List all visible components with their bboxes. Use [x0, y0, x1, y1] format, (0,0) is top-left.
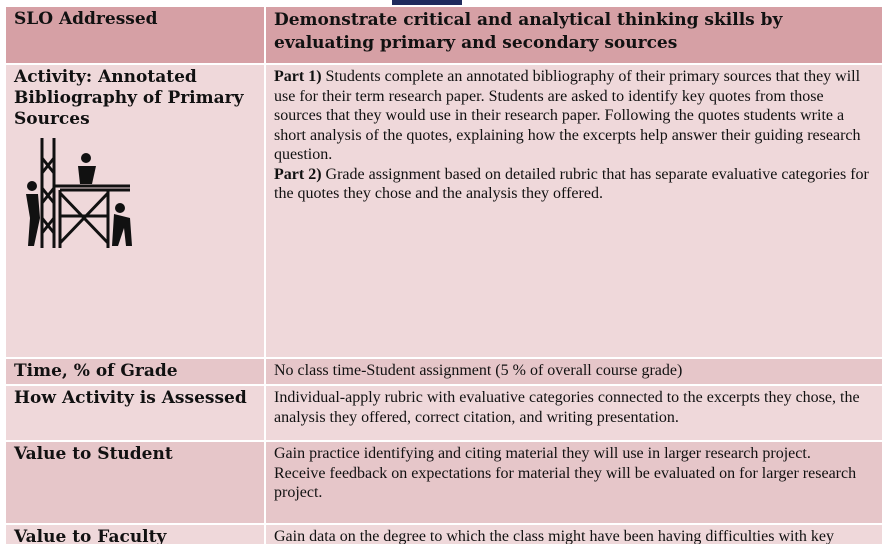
- construction-icon: [26, 138, 132, 248]
- row-content: Gain practice identifying and citing mat…: [264, 440, 884, 525]
- row: Time, % of Grade No class time-Student a…: [4, 357, 884, 386]
- row-content: No class time-Student assignment (5 % of…: [264, 357, 884, 386]
- row-label: Time, % of Grade: [4, 357, 266, 386]
- part-lead: Part 2): [274, 165, 322, 183]
- row: How Activity is Assessed Individual-appl…: [4, 384, 884, 442]
- paragraph: Part 2) Grade assignment based on detail…: [274, 165, 874, 204]
- row: Activity: Annotated Bibliography of Prim…: [4, 63, 884, 359]
- paragraph: Gain data on the degree to which the cla…: [274, 528, 834, 544]
- paragraph: Part 1) Students complete an annotated b…: [274, 67, 874, 165]
- row-label: Value to Student: [4, 440, 266, 525]
- activity-table: SLO Addressed Demonstrate critical and a…: [4, 5, 884, 544]
- paragraph: Individual-apply rubric with evaluative …: [274, 389, 860, 426]
- row-label: Value to Faculty: [4, 523, 266, 544]
- row: Value to Faculty Gain data on the degree…: [4, 523, 884, 544]
- row-label: Activity: Annotated Bibliography of Prim…: [4, 63, 266, 359]
- part-lead: Part 1): [274, 68, 322, 85]
- part-text: Grade assignment based on detailed rubri…: [274, 165, 869, 203]
- row: Value to Student Gain practice identifyi…: [4, 440, 884, 525]
- part-text: Students complete an annotated bibliogra…: [274, 68, 861, 163]
- paragraph: No class time-Student assignment (5 % of…: [274, 362, 683, 379]
- header-row: SLO Addressed Demonstrate critical and a…: [4, 5, 884, 65]
- paragraph: Gain practice identifying and citing mat…: [274, 445, 811, 462]
- title-fragment: [392, 0, 462, 5]
- paragraph: Receive feedback on expectations for mat…: [274, 464, 857, 502]
- header-text: Demonstrate critical and analytical thin…: [264, 5, 884, 65]
- row-content: Part 1) Students complete an annotated b…: [264, 63, 884, 359]
- row-content: Gain data on the degree to which the cla…: [264, 523, 884, 544]
- row-label: How Activity is Assessed: [4, 384, 266, 442]
- label-text: Activity: Annotated Bibliography of Prim…: [14, 67, 244, 129]
- header-label: SLO Addressed: [4, 5, 266, 65]
- row-content: Individual-apply rubric with evaluative …: [264, 384, 884, 442]
